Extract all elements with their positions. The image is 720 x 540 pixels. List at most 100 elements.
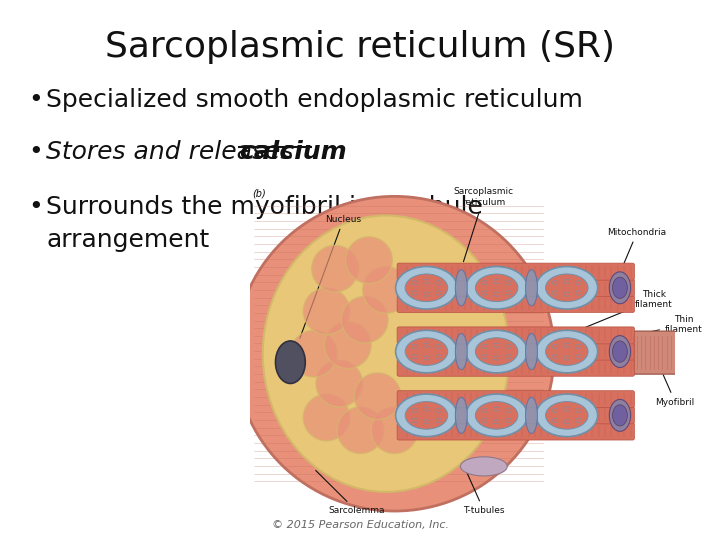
Ellipse shape <box>536 394 598 437</box>
Ellipse shape <box>564 407 570 411</box>
Ellipse shape <box>455 397 467 434</box>
Ellipse shape <box>526 334 537 370</box>
Ellipse shape <box>552 408 558 413</box>
Ellipse shape <box>552 418 558 423</box>
Text: arrangement: arrangement <box>46 228 210 252</box>
Ellipse shape <box>466 330 528 373</box>
Circle shape <box>316 360 363 407</box>
Ellipse shape <box>494 279 500 284</box>
Ellipse shape <box>564 292 570 296</box>
Ellipse shape <box>436 418 441 423</box>
Text: •: • <box>28 88 42 112</box>
Ellipse shape <box>494 356 500 360</box>
FancyBboxPatch shape <box>397 423 634 440</box>
Ellipse shape <box>466 267 528 309</box>
Circle shape <box>346 237 392 284</box>
Text: Sarcolemma: Sarcolemma <box>316 470 384 515</box>
Ellipse shape <box>423 279 429 284</box>
Ellipse shape <box>505 355 511 359</box>
Text: Nucleus: Nucleus <box>300 215 361 339</box>
Text: (b): (b) <box>252 188 266 198</box>
Ellipse shape <box>412 408 418 413</box>
Ellipse shape <box>395 267 457 309</box>
Ellipse shape <box>552 345 558 349</box>
Ellipse shape <box>552 355 558 359</box>
Circle shape <box>337 407 384 454</box>
FancyBboxPatch shape <box>397 279 634 296</box>
Ellipse shape <box>412 345 418 349</box>
Ellipse shape <box>475 402 518 429</box>
Ellipse shape <box>494 407 500 411</box>
Ellipse shape <box>613 405 627 426</box>
Ellipse shape <box>576 281 582 285</box>
Ellipse shape <box>609 272 631 303</box>
Text: © 2015 Pearson Education, Inc.: © 2015 Pearson Education, Inc. <box>271 520 449 530</box>
Ellipse shape <box>505 408 511 413</box>
Ellipse shape <box>461 457 508 476</box>
Ellipse shape <box>526 397 537 434</box>
Circle shape <box>290 330 337 377</box>
Ellipse shape <box>546 338 588 366</box>
Ellipse shape <box>405 402 448 429</box>
Ellipse shape <box>482 418 487 423</box>
Ellipse shape <box>405 274 448 302</box>
Ellipse shape <box>276 341 305 383</box>
Ellipse shape <box>423 420 429 424</box>
Ellipse shape <box>482 291 487 295</box>
Ellipse shape <box>576 355 582 359</box>
Ellipse shape <box>564 343 570 347</box>
Ellipse shape <box>505 345 511 349</box>
Ellipse shape <box>552 281 558 285</box>
Ellipse shape <box>423 343 429 347</box>
Text: Specialized smooth endoplasmic reticulum: Specialized smooth endoplasmic reticulum <box>46 88 583 112</box>
Text: T-tubules: T-tubules <box>462 463 505 515</box>
Ellipse shape <box>576 291 582 295</box>
Ellipse shape <box>564 279 570 284</box>
Text: Sarcoplasmic reticulum (SR): Sarcoplasmic reticulum (SR) <box>105 30 615 64</box>
Circle shape <box>303 394 350 441</box>
Ellipse shape <box>609 400 631 431</box>
Ellipse shape <box>536 330 598 373</box>
Ellipse shape <box>494 292 500 296</box>
Text: •: • <box>28 195 42 219</box>
Text: Sarcoplasmic
reticulum: Sarcoplasmic reticulum <box>454 187 514 262</box>
Ellipse shape <box>423 292 429 296</box>
Ellipse shape <box>552 291 558 295</box>
Text: Mitochondria: Mitochondria <box>608 228 667 271</box>
Ellipse shape <box>494 343 500 347</box>
Ellipse shape <box>395 330 457 373</box>
Circle shape <box>312 245 359 292</box>
FancyBboxPatch shape <box>397 295 634 313</box>
Ellipse shape <box>412 291 418 295</box>
Ellipse shape <box>235 197 554 511</box>
Ellipse shape <box>455 334 467 370</box>
FancyBboxPatch shape <box>623 331 680 374</box>
Ellipse shape <box>536 267 598 309</box>
Ellipse shape <box>436 291 441 295</box>
Ellipse shape <box>436 345 441 349</box>
Ellipse shape <box>564 420 570 424</box>
Circle shape <box>363 267 410 313</box>
Ellipse shape <box>412 418 418 423</box>
Text: Thin
filament: Thin filament <box>559 315 703 351</box>
Ellipse shape <box>505 418 511 423</box>
Ellipse shape <box>613 341 627 362</box>
Ellipse shape <box>576 418 582 423</box>
FancyBboxPatch shape <box>397 359 634 376</box>
Ellipse shape <box>436 408 441 413</box>
Ellipse shape <box>505 291 511 295</box>
Ellipse shape <box>482 281 487 285</box>
Circle shape <box>325 322 372 369</box>
Ellipse shape <box>576 345 582 349</box>
Ellipse shape <box>475 338 518 366</box>
Ellipse shape <box>412 355 418 359</box>
Ellipse shape <box>263 215 509 492</box>
Ellipse shape <box>466 394 528 437</box>
Text: Thick
filament: Thick filament <box>529 289 672 350</box>
Ellipse shape <box>609 336 631 368</box>
Ellipse shape <box>494 420 500 424</box>
FancyBboxPatch shape <box>397 391 634 408</box>
FancyBboxPatch shape <box>397 407 634 424</box>
Text: •: • <box>28 140 42 164</box>
Circle shape <box>354 373 401 420</box>
